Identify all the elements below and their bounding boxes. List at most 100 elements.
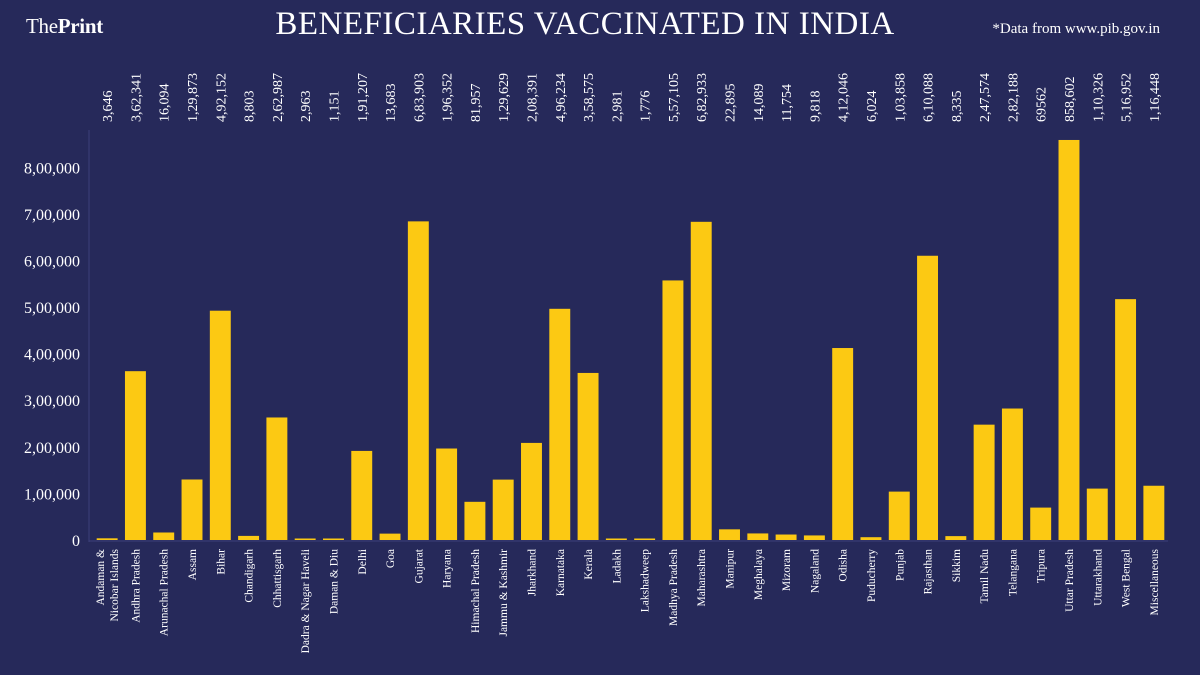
category-label: Andaman & Nicobar Islands [95, 548, 121, 621]
bar [917, 255, 939, 540]
bar [1058, 139, 1080, 540]
category-label: Jharkhand [526, 549, 538, 597]
bar [521, 442, 542, 540]
y-tick-label: 1,00,000 [24, 486, 80, 503]
value-label: 1,151 [327, 91, 342, 123]
category-label: Goa [385, 549, 397, 568]
bar [690, 221, 712, 540]
bar [577, 372, 599, 540]
bar [436, 448, 458, 540]
value-label: 16,094 [158, 84, 173, 123]
value-label: 1,29,873 [186, 73, 201, 122]
bar [294, 538, 316, 540]
value-label: 1,776 [639, 91, 654, 123]
category-label: Uttar Pradesh [1064, 549, 1076, 612]
bar [379, 533, 401, 540]
y-tick-label: 7,00,000 [24, 207, 80, 224]
category-label: Madhya Pradesh [668, 549, 680, 626]
category-label: Assam [187, 549, 199, 580]
category-label: Bihar [215, 549, 227, 575]
value-labels: 3,646 3,62,341 16,094 1,29,873 4,92,152 8,803… [101, 73, 1163, 122]
category-label: Himachal Pradesh [470, 549, 482, 633]
value-label: 11,754 [780, 84, 795, 122]
value-label: 1,10,326 [1091, 73, 1106, 122]
bar [775, 534, 797, 540]
bar [209, 310, 231, 540]
value-label: 6,83,903 [412, 73, 427, 122]
category-label: Maharashtra [696, 549, 708, 606]
value-label: 8,335 [950, 91, 965, 123]
category-label: Arunachal Pradesh [159, 549, 171, 636]
y-tick-label: 0 [72, 533, 80, 550]
category-label: Delhi [357, 549, 369, 575]
y-tick-label: 3,00,000 [24, 393, 80, 410]
bar [181, 479, 203, 540]
value-label: 3,646 [101, 91, 116, 123]
category-label: Sikkim [951, 549, 963, 582]
value-label: 9,818 [808, 91, 823, 123]
category-label: Telangana [1007, 549, 1019, 596]
category-label: Puducherry [866, 549, 878, 602]
category-label: Andhra Pradesh [130, 549, 142, 623]
category-label: Meghalaya [753, 549, 765, 600]
y-axis-tick-labels: 0 1,00,000 2,00,000 3,00,000 4,00,000 5,00,00… [24, 160, 80, 550]
category-labels: Andaman & Nicobar Islands Andhra Pradesh Ar… [95, 548, 1161, 653]
value-label: 6,82,933 [695, 73, 710, 122]
bar-series [96, 139, 1165, 540]
value-label: 2,82,188 [1006, 73, 1021, 122]
category-label: Daman & Diu [328, 549, 340, 614]
category-label: Uttarakhand [1092, 549, 1104, 606]
value-label: 1,16,448 [1148, 73, 1163, 122]
category-label: Mizoram [781, 549, 793, 591]
bar [803, 535, 825, 540]
value-label: 69562 [1035, 87, 1050, 122]
bar [266, 417, 288, 540]
category-label: Ladakh [611, 549, 623, 584]
y-tick-label: 5,00,000 [24, 300, 80, 317]
bar [888, 491, 910, 540]
bar [549, 308, 571, 540]
bar [238, 535, 260, 540]
value-label: 1,03,858 [893, 73, 908, 122]
category-label: Chhattisgarh [272, 549, 284, 608]
bar [322, 538, 344, 540]
bar [124, 371, 146, 540]
y-tick-label: 2,00,000 [24, 440, 80, 457]
category-label: West Bengal [1121, 549, 1133, 607]
category-label: Miscellaneous [1149, 548, 1161, 615]
value-label: 2,963 [299, 91, 314, 123]
category-label: Karnataka [555, 549, 567, 596]
value-label: 1,96,352 [441, 73, 456, 122]
bar [747, 533, 769, 540]
bar [1086, 488, 1108, 540]
value-label: 2,08,391 [525, 73, 540, 122]
category-label: Haryana [442, 549, 454, 588]
value-label: 14,089 [752, 84, 767, 123]
bar [1001, 408, 1023, 540]
category-label: Tamil Nadu [979, 549, 991, 604]
logo-prefix: The [26, 14, 58, 38]
chart-title: BENEFICIARIES VACCINATED IN INDIA [275, 6, 895, 42]
value-label: 22,895 [724, 84, 739, 123]
bar [719, 529, 740, 540]
category-label: Dadra & Nagar Haveli [300, 549, 312, 653]
bar [1030, 507, 1052, 540]
category-label: Gujarat [413, 548, 425, 583]
value-label: 5,16,952 [1120, 73, 1135, 122]
theprint-logo: ThePrint [26, 14, 103, 39]
value-label: 6,10,088 [922, 73, 937, 122]
category-label: Jammu & Kashmir [498, 549, 510, 637]
value-label: 4,92,152 [214, 73, 229, 122]
category-label: Tripura [1036, 549, 1048, 583]
value-label: 2,47,574 [978, 73, 993, 122]
bar [605, 538, 627, 540]
category-label: Kerala [583, 549, 595, 580]
category-label: Lakshadweep [640, 549, 652, 612]
value-label: 6,024 [865, 91, 880, 123]
bar [407, 221, 429, 540]
logo-brand: Print [57, 14, 103, 38]
y-tick-label: 6,00,000 [24, 253, 80, 270]
value-label: 1,29,629 [497, 73, 512, 122]
bar [1143, 485, 1165, 540]
